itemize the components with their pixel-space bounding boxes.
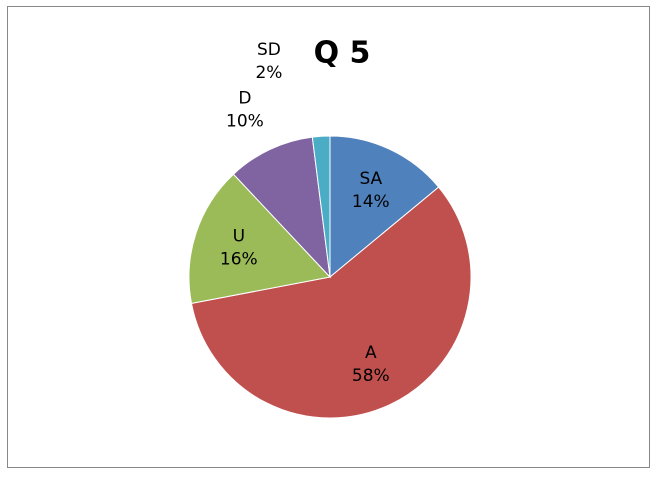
pie-slice	[190, 186, 472, 419]
chart-title: Q 5	[314, 36, 371, 71]
slice-label-value: 58%	[352, 366, 390, 386]
slice-label-name: D	[238, 89, 251, 109]
slice-label-value: 16%	[220, 249, 258, 269]
slice-label-value: 14%	[352, 192, 390, 212]
slice-label-value: 2%	[255, 63, 282, 83]
slice-label-name: SD	[257, 40, 281, 60]
pie-slice	[329, 135, 440, 279]
slice-label-value: 10%	[226, 112, 264, 132]
slice-label-name: U	[233, 226, 245, 246]
slice-label-name: SA	[359, 169, 382, 189]
slice-label-name: A	[365, 343, 377, 363]
pie-slice	[311, 135, 331, 278]
pie-slice	[188, 173, 331, 305]
pie-slice	[232, 136, 331, 279]
